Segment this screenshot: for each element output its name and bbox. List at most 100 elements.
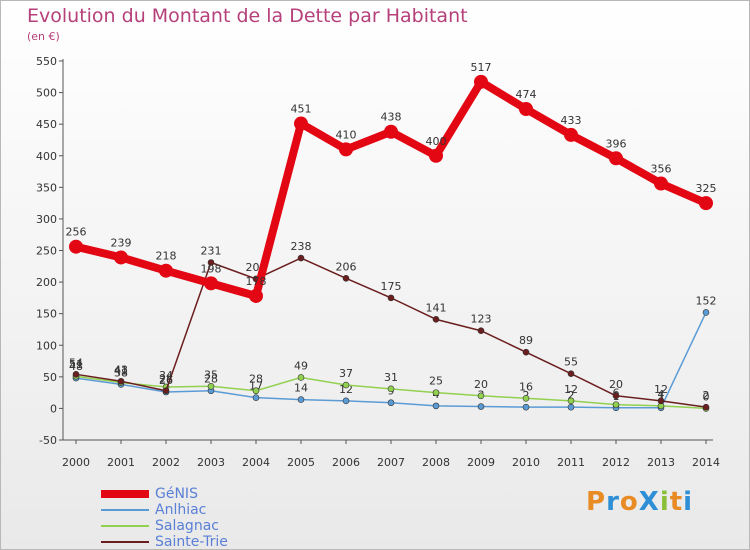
legend-label: GéNIS xyxy=(155,486,198,502)
data-point xyxy=(204,276,218,291)
data-label: 49 xyxy=(294,359,308,372)
y-tick-label: 550 xyxy=(36,55,57,68)
data-point xyxy=(72,371,80,378)
legend-label: Salagnac xyxy=(155,518,219,534)
data-label: 20 xyxy=(474,378,488,391)
data-label: 178 xyxy=(246,275,267,288)
logo-letter: o xyxy=(619,487,639,517)
y-tick-label: 50 xyxy=(43,371,57,384)
y-tick-label: 400 xyxy=(36,150,57,163)
proxiti-logo: ProXiti xyxy=(586,487,693,517)
data-point xyxy=(432,389,440,396)
data-label: 26 xyxy=(159,374,173,387)
data-label: 175 xyxy=(381,280,402,293)
data-point xyxy=(384,124,398,139)
logo-letter: r xyxy=(606,487,620,517)
legend-item: Salagnac xyxy=(101,518,228,534)
data-label: 218 xyxy=(156,250,177,263)
data-label: 433 xyxy=(561,114,582,127)
y-tick-label: 500 xyxy=(36,87,57,100)
data-label: 400 xyxy=(426,135,447,148)
y-tick-label: 300 xyxy=(36,213,57,226)
data-point xyxy=(114,250,128,265)
data-point xyxy=(117,377,125,385)
data-label: 1 xyxy=(658,390,665,403)
logo-letter: i xyxy=(683,487,694,517)
data-point xyxy=(387,385,395,393)
data-label: 231 xyxy=(201,245,222,258)
legend-item: Sainte-Trie xyxy=(101,534,228,550)
data-point xyxy=(252,387,260,395)
x-tick-label: 2011 xyxy=(557,456,585,469)
data-label: 31 xyxy=(384,371,398,384)
data-label: 20 xyxy=(609,378,623,391)
data-point xyxy=(432,402,440,410)
data-point xyxy=(294,116,308,131)
data-label: 28 xyxy=(249,373,263,386)
x-tick-label: 2012 xyxy=(602,456,630,469)
x-tick-label: 2008 xyxy=(422,456,450,469)
data-point xyxy=(159,263,173,278)
data-label: 2 xyxy=(703,389,710,402)
x-tick-label: 2010 xyxy=(512,456,540,469)
data-point xyxy=(612,401,620,408)
data-point xyxy=(432,316,440,323)
data-label: 28 xyxy=(159,373,173,386)
data-label: 2 xyxy=(568,389,575,402)
legend-swatch xyxy=(101,525,149,527)
data-label: 51 xyxy=(69,358,83,371)
y-tick-label: 100 xyxy=(36,339,57,352)
x-tick-label: 2009 xyxy=(467,456,495,469)
legend-swatch xyxy=(101,509,149,511)
data-label: 438 xyxy=(381,111,402,124)
logo-letter: t xyxy=(669,487,684,517)
data-label: 4 xyxy=(658,388,665,401)
data-point xyxy=(297,396,305,403)
data-label: 16 xyxy=(519,380,533,393)
data-label: 38 xyxy=(114,366,128,379)
data-label: 89 xyxy=(519,334,533,347)
data-label: 474 xyxy=(516,88,537,101)
data-point xyxy=(342,397,350,405)
data-label: 141 xyxy=(426,301,447,314)
y-tick-label: 0 xyxy=(50,402,57,415)
data-point xyxy=(657,397,665,405)
data-label: 0 xyxy=(703,390,710,403)
data-point xyxy=(519,102,533,117)
data-point xyxy=(699,196,713,211)
data-label: 206 xyxy=(336,260,357,273)
x-tick-label: 2007 xyxy=(377,456,405,469)
data-point xyxy=(567,403,575,411)
x-tick-label: 2002 xyxy=(152,456,180,469)
data-point xyxy=(297,254,305,262)
y-tick-label: 350 xyxy=(36,181,57,194)
data-label: 48 xyxy=(69,360,83,373)
data-label: 43 xyxy=(114,363,128,376)
data-point xyxy=(342,274,350,282)
data-label: 256 xyxy=(66,226,87,239)
data-label: 55 xyxy=(564,356,578,369)
logo-letter: P xyxy=(586,487,607,517)
data-label: 239 xyxy=(111,236,132,249)
data-point xyxy=(522,403,530,411)
data-point xyxy=(567,397,575,405)
data-label: 517 xyxy=(471,61,492,74)
data-point xyxy=(249,288,263,303)
data-point xyxy=(702,309,710,316)
data-label: 198 xyxy=(201,262,222,275)
data-label: 41 xyxy=(114,365,128,378)
logo-letter: X xyxy=(638,487,660,517)
data-point xyxy=(477,403,485,410)
data-point xyxy=(654,176,668,191)
data-point xyxy=(207,383,215,390)
y-tick-label: 250 xyxy=(36,245,57,258)
data-point xyxy=(612,392,620,400)
x-tick-label: 2005 xyxy=(287,456,315,469)
data-point xyxy=(429,148,443,163)
data-point xyxy=(162,387,170,395)
data-label: 37 xyxy=(339,367,353,380)
y-tick-label: 150 xyxy=(36,308,57,321)
data-point xyxy=(207,259,215,266)
data-label: 325 xyxy=(696,182,717,195)
